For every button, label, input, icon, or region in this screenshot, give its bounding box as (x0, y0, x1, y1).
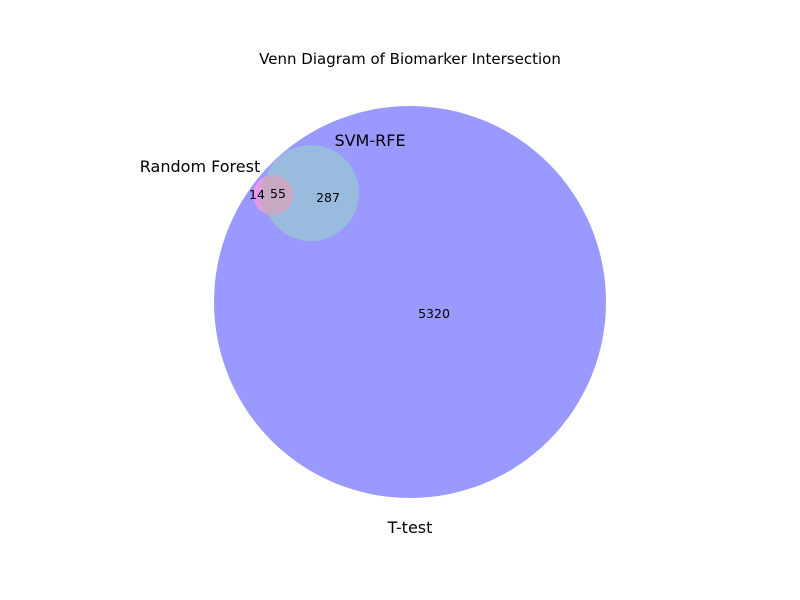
all-sets-overlap-region (260, 174, 293, 215)
region-label-all-three: 55 (270, 186, 286, 201)
set-label-svm-rfe: SVM-RFE (334, 131, 405, 150)
region-label-ttest-only: 5320 (418, 306, 450, 321)
set-labels: SVM-RFE Random Forest T-test (140, 131, 433, 537)
set-label-random-forest: Random Forest (140, 157, 260, 176)
region-label-ttest-svm: 287 (316, 190, 340, 205)
svm-rfe-circle (263, 145, 359, 241)
set-label-t-test: T-test (387, 518, 433, 537)
set-circles (214, 106, 606, 498)
diagram-title: Venn Diagram of Biomarker Intersection (259, 50, 561, 68)
region-label-rf-ttest: 14 (249, 187, 265, 202)
region-labels: 5320 287 14 55 (249, 186, 450, 321)
